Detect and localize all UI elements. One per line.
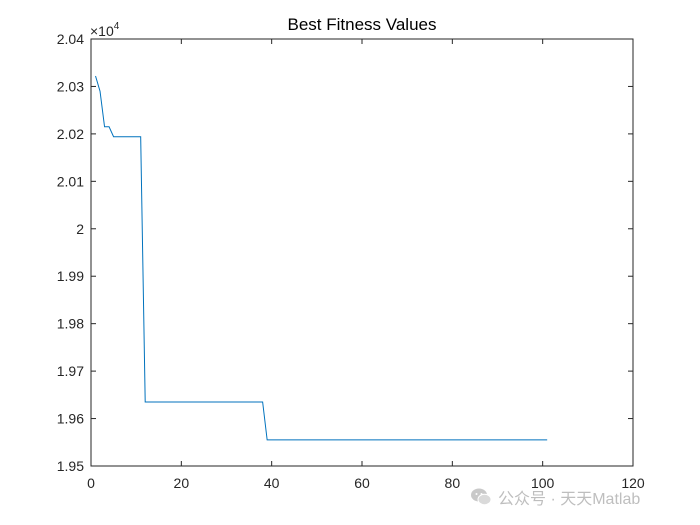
x-tick-label: 20 bbox=[174, 475, 190, 491]
y-tick-label: 1.95 bbox=[57, 458, 84, 474]
y-tick-label: 2.01 bbox=[57, 173, 84, 189]
plot-frame bbox=[90, 38, 634, 467]
y-tick-label: 2 bbox=[76, 221, 84, 237]
x-axis: 0 20 40 60 80 100 120 bbox=[87, 39, 645, 491]
y-tick-label: 1.97 bbox=[57, 363, 84, 379]
x-tick-label: 120 bbox=[621, 475, 645, 491]
y-tick-label: 2.03 bbox=[57, 78, 84, 94]
chart-title: Best Fitness Values bbox=[288, 15, 437, 34]
y-exponent-base: ×10 bbox=[90, 23, 114, 39]
x-tick-label: 40 bbox=[264, 475, 280, 491]
wechat-icon bbox=[471, 488, 492, 506]
series-line bbox=[95, 75, 548, 441]
y-exponent-label: ×104 bbox=[90, 21, 120, 39]
y-tick-label: 1.98 bbox=[57, 316, 84, 332]
plot-background bbox=[91, 39, 633, 466]
y-tick-label: 1.99 bbox=[57, 268, 84, 284]
x-tick-label: 100 bbox=[531, 475, 555, 491]
y-tick-label: 2.04 bbox=[57, 31, 84, 47]
y-tick-label: 1.96 bbox=[57, 411, 84, 427]
x-tick-label: 60 bbox=[354, 475, 370, 491]
watermark: 公众号 · 天天Matlab bbox=[470, 486, 640, 508]
y-axis: 1.95 1.96 1.97 1.98 1.99 2 2.01 2.02 2.03 2.04 bbox=[57, 31, 633, 474]
watermark-text: 公众号 · 天天Matlab bbox=[498, 491, 641, 508]
series-layer bbox=[95, 75, 548, 441]
y-tick-label: 2.02 bbox=[57, 126, 84, 142]
y-exponent-power: 4 bbox=[114, 21, 120, 32]
x-tick-label: 80 bbox=[445, 475, 461, 491]
x-tick-label: 0 bbox=[87, 475, 95, 491]
